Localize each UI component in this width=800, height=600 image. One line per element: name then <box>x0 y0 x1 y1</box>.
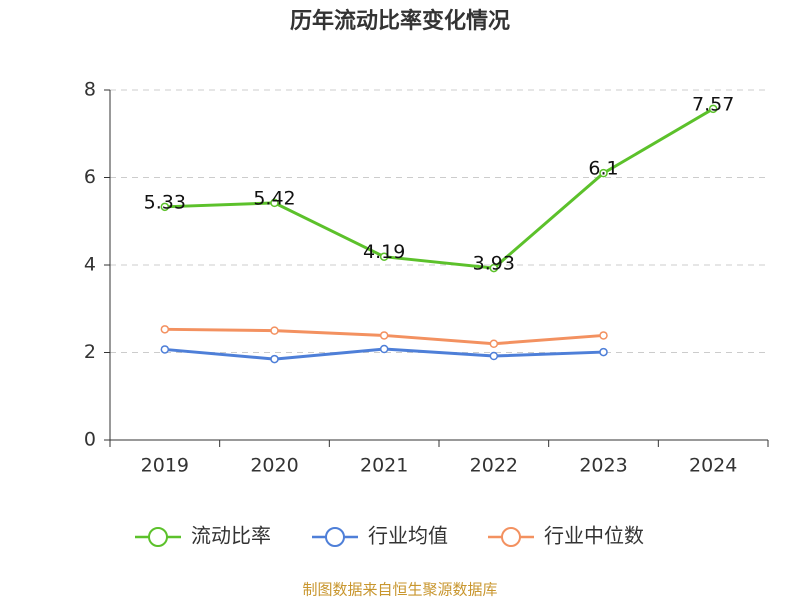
series-line <box>164 107 714 270</box>
x-tick-label: 2024 <box>689 455 737 477</box>
data-point <box>160 325 170 334</box>
data-point <box>599 347 608 357</box>
data-label: 3.93 <box>473 253 515 275</box>
source-note: 制图数据来自恒生聚源数据库 <box>302 581 497 599</box>
x-tick-label: 2022 <box>470 455 518 477</box>
legend-label: 行业均值 <box>368 524 448 548</box>
x-tick-label: 2019 <box>141 455 189 477</box>
data-label: 5.42 <box>253 187 295 209</box>
data-point <box>160 202 170 212</box>
data-point <box>708 104 718 114</box>
data-label: 6.1 <box>588 158 618 180</box>
data-point <box>489 351 499 361</box>
x-tick-label: 2020 <box>250 455 298 477</box>
legend-marker <box>501 527 521 547</box>
data-label: 7.57 <box>692 93 734 115</box>
legend-label: 行业中位数 <box>544 524 644 548</box>
data-point <box>270 198 279 208</box>
data-point <box>489 339 499 348</box>
data-point <box>270 326 279 335</box>
data-point <box>599 168 608 178</box>
data-point <box>599 331 608 340</box>
data-point <box>160 345 170 354</box>
data-label: 4.19 <box>363 241 405 263</box>
y-tick-label: 8 <box>84 79 96 101</box>
data-point <box>489 263 499 273</box>
legend-label: 流动比率 <box>191 524 271 548</box>
data-label: 5.33 <box>144 191 186 213</box>
y-tick-label: 0 <box>84 429 96 451</box>
y-tick-label: 4 <box>84 254 96 276</box>
legend-marker <box>325 527 345 547</box>
legend-marker <box>148 527 168 547</box>
y-tick-label: 6 <box>84 166 96 188</box>
x-tick-label: 2023 <box>579 455 627 477</box>
data-point <box>379 331 389 340</box>
chart-title: 历年流动比率变化情况 <box>290 8 510 34</box>
x-tick-label: 2021 <box>360 455 408 477</box>
data-point <box>379 252 389 261</box>
data-point <box>270 354 279 364</box>
y-tick-label: 2 <box>84 341 96 363</box>
data-point <box>379 344 389 354</box>
